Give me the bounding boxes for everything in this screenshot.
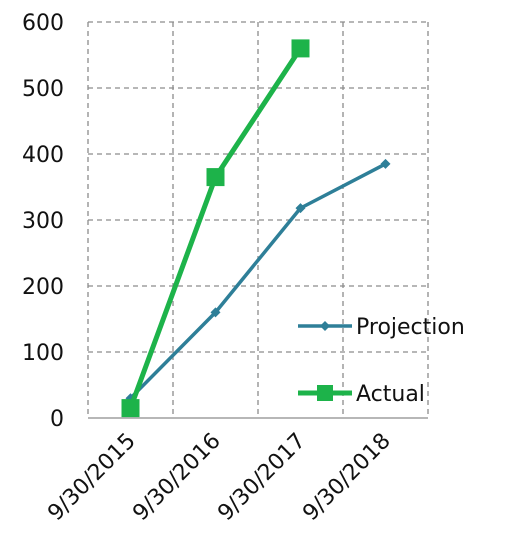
y-axis-ticks: 0 100 200 300 400 500 600 [22, 11, 64, 432]
legend-label-actual: Actual [356, 382, 425, 407]
y-tick-label: 100 [22, 341, 64, 366]
x-tick-label: 9/30/2016 [128, 429, 225, 526]
legend-marker-actual [317, 385, 333, 401]
y-tick-label: 200 [22, 275, 64, 300]
legend-marker-projection [320, 321, 330, 331]
series-line-actual [128, 47, 303, 409]
data-point-projection [210, 307, 221, 318]
y-tick-label: 0 [50, 407, 64, 432]
data-point-actual [206, 168, 225, 187]
y-tick-label: 400 [22, 143, 64, 168]
data-point-projection [380, 158, 391, 169]
x-tick-label: 9/30/2015 [43, 429, 140, 526]
legend-label-projection: Projection [356, 315, 465, 340]
x-tick-label: 9/30/2018 [298, 429, 395, 526]
grid-layer [87, 21, 429, 419]
series-line-projection [129, 162, 387, 400]
y-tick-label: 300 [22, 209, 64, 234]
x-tick-label: 9/30/2017 [213, 429, 310, 526]
legend: Projection Actual [298, 315, 465, 407]
y-tick-label: 600 [22, 11, 64, 36]
y-tick-label: 500 [22, 77, 64, 102]
data-point-actual [291, 39, 310, 58]
data-point-actual [121, 399, 140, 418]
series-layer [121, 39, 391, 418]
data-point-projection [295, 203, 306, 214]
